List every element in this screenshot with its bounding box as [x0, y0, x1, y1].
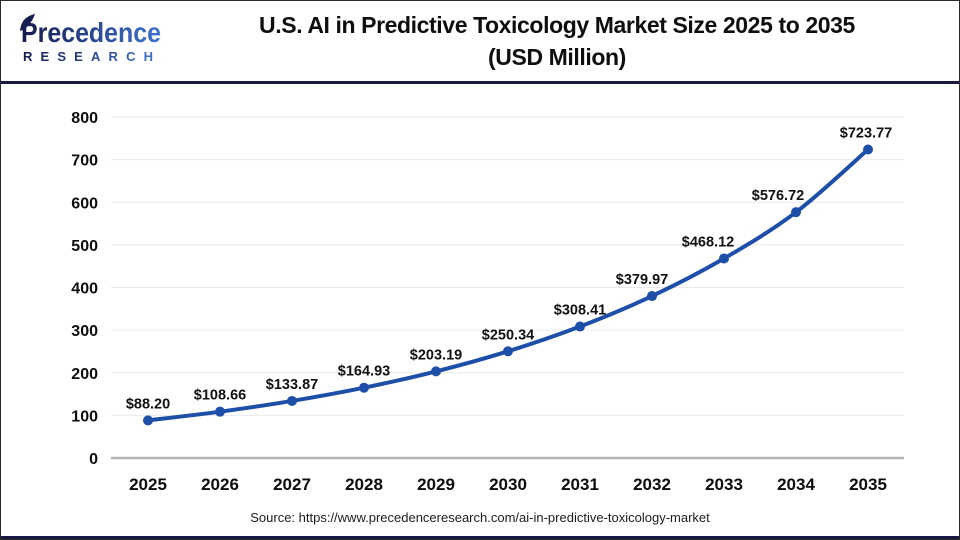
- header-divider: [1, 81, 959, 84]
- x-tick-label: 2026: [201, 475, 239, 494]
- y-tick-label: 200: [71, 366, 98, 383]
- chart-area: 0 100 200 300 400 500 600 700 800 2025 2026 2027 202…: [1, 85, 959, 505]
- bottom-bar: [1, 536, 959, 539]
- data-point: [287, 395, 297, 406]
- y-tick-label: 0: [89, 451, 98, 468]
- precedence-logo: Precedence RESEARCH: [1, 9, 179, 74]
- data-point: [575, 321, 585, 332]
- data-point: [359, 382, 369, 393]
- data-point-label: $468.12: [682, 234, 734, 250]
- data-point-label: $133.87: [266, 377, 318, 393]
- data-point: [791, 207, 801, 218]
- header: Precedence RESEARCH U.S. AI in Predictiv…: [1, 1, 959, 81]
- x-tick-label: 2028: [345, 475, 383, 494]
- data-point-label: $250.34: [482, 327, 534, 343]
- x-tick-label: 2025: [129, 475, 167, 494]
- logo-subtitle: RESEARCH: [23, 49, 159, 64]
- logo-name: Precedence: [21, 17, 161, 48]
- y-tick-label: 100: [71, 408, 98, 425]
- data-point: [143, 415, 153, 426]
- x-tick-label: 2031: [561, 475, 599, 494]
- data-point: [647, 291, 657, 302]
- data-point: [431, 366, 441, 377]
- data-point-label: $203.19: [410, 347, 462, 363]
- y-tick-label: 400: [71, 281, 98, 298]
- data-point: [863, 144, 873, 155]
- data-point-label: $379.97: [616, 272, 668, 288]
- data-point-label: $164.93: [338, 364, 390, 380]
- y-tick-label: 700: [71, 153, 98, 170]
- leaf-icon: [20, 13, 35, 31]
- market-chart: 0 100 200 300 400 500 600 700 800 2025 2026 2027 202…: [71, 110, 904, 494]
- data-point-label: $576.72: [752, 188, 804, 204]
- data-point-label: $723.77: [840, 125, 892, 141]
- x-tick-label: 2035: [849, 475, 887, 494]
- data-point: [215, 406, 225, 417]
- x-tick-label: 2034: [777, 475, 815, 494]
- x-tick-label: 2033: [705, 475, 743, 494]
- chart-title-line2: (USD Million): [488, 44, 626, 70]
- y-tick-label: 500: [71, 238, 98, 255]
- data-point-label: $108.66: [194, 388, 246, 404]
- x-tick-label: 2032: [633, 475, 671, 494]
- y-tick-label: 300: [71, 323, 98, 340]
- y-tick-label: 600: [71, 195, 98, 212]
- data-point: [503, 346, 513, 357]
- x-tick-label: 2027: [273, 475, 311, 494]
- x-tick-label: 2030: [489, 475, 527, 494]
- chart-title-line1: U.S. AI in Predictive Toxicology Market …: [259, 12, 855, 38]
- data-point-label: $88.20: [126, 396, 170, 412]
- chart-title: U.S. AI in Predictive Toxicology Market …: [179, 9, 959, 73]
- y-tick-label: 800: [71, 110, 98, 127]
- data-point: [719, 253, 729, 264]
- source-note: Source: https://www.precedenceresearch.c…: [250, 510, 710, 525]
- x-tick-label: 2029: [417, 475, 455, 494]
- data-point-label: $308.41: [554, 303, 606, 319]
- logo-graphic: Precedence RESEARCH: [20, 13, 161, 64]
